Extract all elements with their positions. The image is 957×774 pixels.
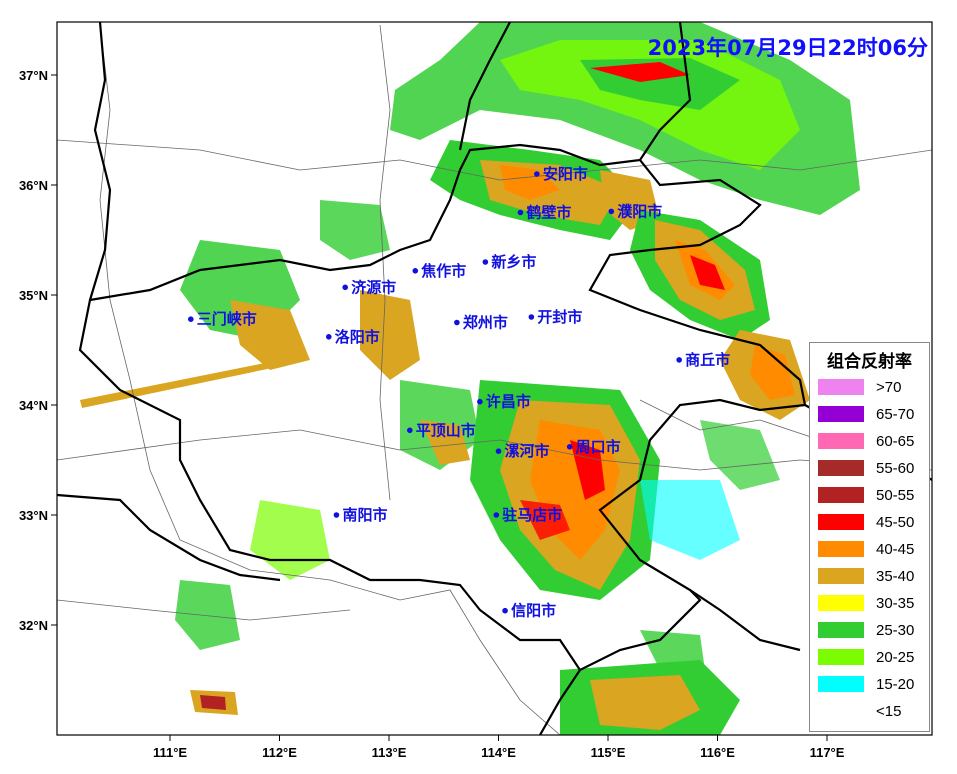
legend-label: <15 [876, 702, 902, 720]
legend-swatch [818, 703, 864, 719]
lon-tick-label: 115°E [591, 745, 626, 760]
lon-tick-label: 113°E [372, 745, 407, 760]
city-label: 郑州市 [463, 314, 508, 332]
legend-label: 50-55 [876, 486, 915, 504]
legend-item: 65-70 [818, 403, 914, 425]
legend-swatch [818, 622, 864, 638]
city-label: 开封市 [537, 308, 582, 326]
legend-swatch [818, 541, 864, 557]
lon-tick-label: 112°E [262, 745, 297, 760]
city-label: 漯河市 [505, 442, 550, 460]
legend-item: 15-20 [818, 673, 914, 695]
lon-tick-label: 114°E [481, 745, 516, 760]
legend-item: <15 [818, 700, 901, 722]
city-label: 南阳市 [342, 506, 387, 524]
lat-tick-label: 34°N [19, 398, 48, 413]
lat-tick-label: 35°N [19, 288, 48, 303]
legend-swatch [818, 595, 864, 611]
lat-tick-label: 33°N [19, 508, 48, 523]
legend-item: 50-55 [818, 484, 914, 506]
city-dot [477, 398, 483, 405]
legend-item: >70 [818, 376, 901, 398]
city-label: 安阳市 [543, 165, 588, 183]
city-dot [528, 314, 535, 320]
legend-swatch [818, 487, 864, 503]
city-dot [566, 444, 573, 450]
legend-swatch [818, 433, 864, 449]
city-dot [493, 512, 500, 518]
legend-label: 65-70 [876, 405, 915, 423]
legend-label: 25-30 [876, 621, 915, 639]
legend-swatch [818, 676, 864, 692]
legend-item: 45-50 [818, 511, 914, 533]
city-label: 鹤壁市 [526, 204, 571, 222]
city-dot [333, 512, 340, 518]
lat-tick-label: 36°N [19, 178, 48, 193]
city-label: 洛阳市 [335, 328, 380, 346]
legend-title: 组合反射率 [827, 352, 912, 372]
city-dot [407, 427, 413, 434]
legend-item: 30-35 [818, 592, 914, 614]
city-dot [517, 209, 524, 216]
axis-ticks: 111°E 112°E 113°E 114°E 115°E 116°E 117°E 37°N 3… [19, 68, 845, 760]
legend-swatch [818, 406, 864, 422]
city-label: 新乡市 [491, 253, 536, 271]
legend-label: 15-20 [876, 675, 915, 693]
legend-swatch [818, 649, 864, 665]
city-dot [454, 319, 460, 326]
legend-swatch [818, 514, 864, 530]
legend-item: 55-60 [818, 457, 914, 479]
legend-label: 40-45 [876, 540, 915, 558]
lat-tick-label: 37°N [19, 68, 48, 83]
boundary-lines [57, 22, 932, 735]
legend-item: 25-30 [818, 619, 914, 641]
legend-label: 30-35 [876, 594, 915, 612]
city-dot [502, 607, 508, 614]
legend-label: 45-50 [876, 513, 915, 531]
legend-label: 20-25 [876, 648, 915, 666]
legend-label: 35-40 [876, 567, 915, 585]
legend-label: >70 [876, 378, 902, 396]
city-dot [325, 334, 332, 340]
legend-label: 55-60 [876, 459, 915, 477]
city-label: 焦作市 [420, 262, 466, 280]
city-dot [534, 171, 540, 177]
lat-tick-label: 32°N [19, 618, 48, 633]
city-label: 三门峡市 [197, 310, 257, 328]
city-label: 济源市 [351, 278, 396, 296]
legend-label: 60-65 [876, 432, 915, 450]
lon-tick-label: 111°E [153, 745, 187, 760]
city-label: 驻马店市 [502, 506, 562, 524]
city-dot [676, 357, 682, 363]
legend-swatch [818, 568, 864, 584]
city-dot [188, 316, 194, 323]
lon-tick-label: 117°E [810, 745, 845, 760]
city-label: 信阳市 [511, 602, 556, 620]
city-label: 周口市 [576, 438, 621, 456]
timestamp-label: 2023年07月29日22时06分 [648, 36, 928, 60]
legend-item: 20-25 [818, 646, 914, 668]
legend-item: 40-45 [818, 538, 914, 560]
radar-echoes [80, 22, 860, 735]
legend-item: 35-40 [818, 565, 914, 587]
city-dot [608, 208, 615, 215]
legend-item: 60-65 [818, 430, 914, 452]
city-dot [495, 448, 502, 455]
city-label: 商丘市 [685, 351, 730, 369]
legend-swatch [818, 460, 864, 476]
map-frame [56, 21, 933, 736]
lon-tick-label: 116°E [700, 745, 735, 760]
legend-swatch [818, 379, 864, 395]
city-dot [342, 284, 349, 291]
city-label: 濮阳市 [617, 202, 662, 220]
city-dot [482, 259, 489, 265]
city-label: 许昌市 [486, 393, 531, 411]
city-label: 平顶山市 [416, 421, 476, 439]
reflectivity-legend: 组合反射率 >70 65-70 60-65 55-60 50-55 45-50 40-45 3… [809, 342, 930, 732]
city-dot [412, 268, 419, 274]
